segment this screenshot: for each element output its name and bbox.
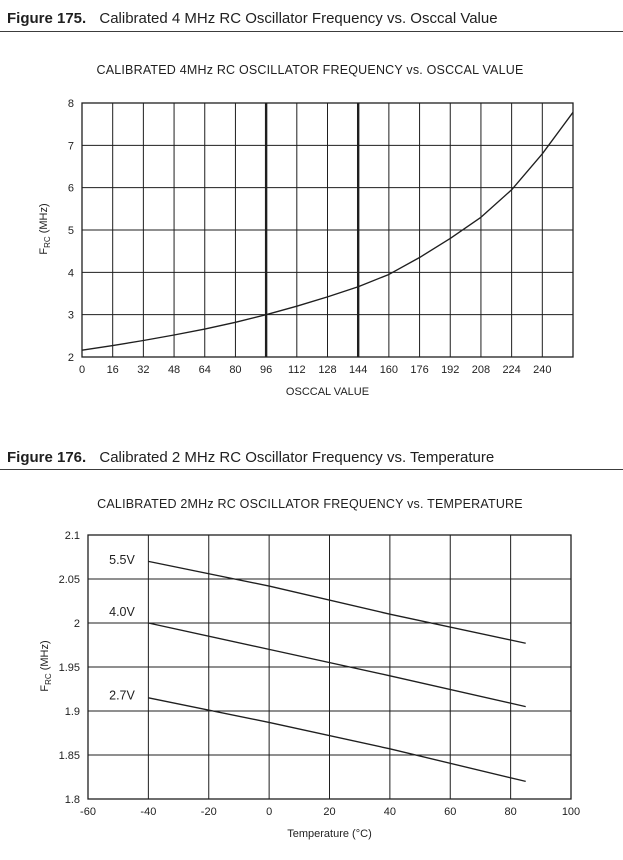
series-line-4.0V — [148, 622, 526, 708]
chart-175-title: CALIBRATED 4MHz RC OSCILLATOR FREQUENCY … — [96, 63, 524, 77]
x-tick-label: 208 — [472, 364, 490, 376]
x-tick-label: 0 — [266, 806, 272, 818]
y-tick-label: 2 — [74, 618, 80, 630]
figure-175-number: Figure 175. — [7, 10, 87, 27]
y-tick-label: 2.05 — [59, 574, 80, 586]
x-tick-label: 60 — [444, 806, 456, 818]
y-tick-label: 2.1 — [65, 530, 80, 542]
y-tick-label: 1.9 — [65, 706, 80, 718]
x-tick-label: 240 — [533, 364, 551, 376]
x-tick-label: 96 — [260, 364, 272, 376]
series-label-4.0V: 4.0V — [109, 605, 135, 619]
x-tick-label: -40 — [140, 806, 156, 818]
x-axis-title: OSCCAL VALUE — [286, 386, 369, 398]
figure-176-heading: Figure 176. Calibrated 2 MHz RC Oscillat… — [7, 449, 494, 466]
figure-176-number: Figure 176. — [7, 449, 87, 466]
figure-175-caption: Calibrated 4 MHz RC Oscillator Frequency… — [99, 10, 498, 27]
x-tick-label: 80 — [229, 364, 241, 376]
y-tick-label: 8 — [68, 98, 74, 110]
y-tick-label: 1.85 — [59, 750, 80, 762]
chart-175-plot: 0 16 32 48 64 80 96 112 128 144 160 176 192 208 224 240… — [68, 98, 574, 398]
x-tick-label: 100 — [562, 806, 580, 818]
y-tick-label: 7 — [68, 140, 74, 152]
x-axis-title: Temperature (°C) — [287, 828, 371, 840]
y-tick-label: 1.8 — [65, 794, 80, 806]
chart-176-title: CALIBRATED 2MHz RC OSCILLATOR FREQUENCY … — [97, 497, 523, 511]
x-tick-label: 16 — [107, 364, 119, 376]
figure-175-heading: Figure 175. Calibrated 4 MHz RC Oscillat… — [7, 10, 498, 27]
y-tick-label: 4 — [68, 267, 74, 279]
x-tick-label: 224 — [502, 364, 520, 376]
series-line-2.7V — [148, 697, 526, 783]
heading-divider — [0, 469, 623, 470]
x-tick-label: 20 — [323, 806, 335, 818]
x-tick-label: 176 — [410, 364, 428, 376]
y-tick-label: 5 — [68, 225, 74, 237]
x-tick-label: 80 — [505, 806, 517, 818]
x-tick-label: 32 — [137, 364, 149, 376]
series-line-frc-vs-osccal — [81, 111, 574, 351]
x-tick-label: 160 — [380, 364, 398, 376]
x-tick-label: -60 — [80, 806, 96, 818]
series-label-2.7V: 2.7V — [109, 689, 135, 703]
x-tick-label: 192 — [441, 364, 459, 376]
x-tick-label: 48 — [168, 364, 180, 376]
x-tick-label: 128 — [318, 364, 336, 376]
x-tick-label: -20 — [201, 806, 217, 818]
series-label-5.5V: 5.5V — [109, 553, 135, 567]
plot-border — [87, 534, 572, 800]
y-tick-label: 2 — [68, 352, 74, 364]
x-tick-label: 112 — [288, 364, 306, 376]
figure-176-caption: Calibrated 2 MHz RC Oscillator Frequency… — [99, 449, 495, 466]
x-tick-label: 64 — [199, 364, 211, 376]
x-tick-label: 144 — [349, 364, 367, 376]
series-line-5.5V — [148, 560, 526, 644]
chart-176-plot: -60 -40 -20 0 20 40 60 80 100 1.8 1.85 1.9 1.95 2 2.05… — [59, 530, 581, 840]
heading-divider — [0, 31, 623, 32]
x-tick-label: 0 — [79, 364, 85, 376]
y-tick-label: 6 — [68, 183, 74, 195]
x-tick-label: 40 — [384, 806, 396, 818]
plot-border — [81, 102, 574, 358]
y-tick-label: 1.95 — [59, 662, 80, 674]
y-tick-label: 3 — [68, 310, 74, 322]
